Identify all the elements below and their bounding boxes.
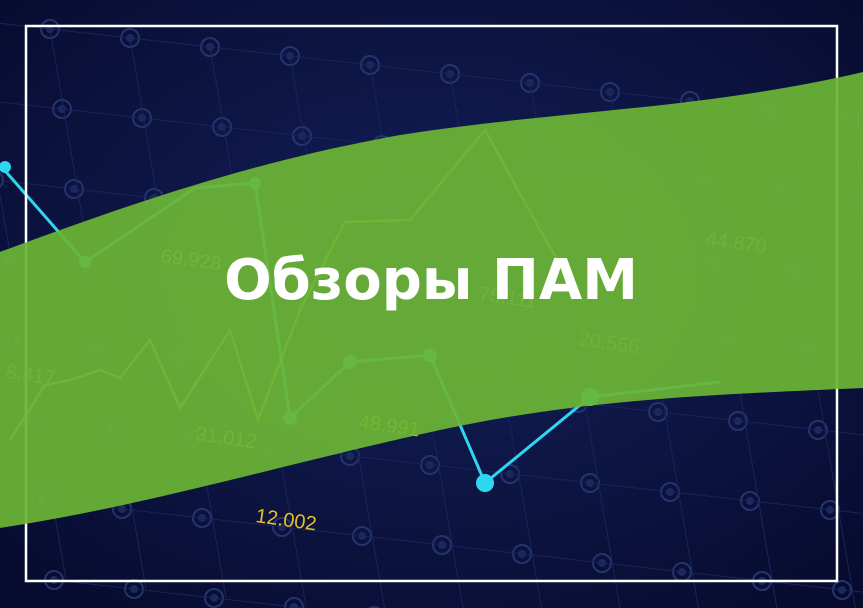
grid-dot bbox=[200, 37, 220, 57]
point bbox=[476, 474, 494, 492]
grid-dot bbox=[120, 28, 140, 48]
grid-dot bbox=[272, 517, 292, 537]
grid-dot bbox=[0, 172, 4, 188]
green-wave bbox=[0, 72, 863, 528]
grid-dot bbox=[728, 411, 748, 431]
grid-dot bbox=[592, 553, 612, 573]
grid-line bbox=[53, 579, 308, 608]
grid-dot bbox=[360, 55, 380, 75]
title: Обзоры ПАМ bbox=[224, 248, 638, 313]
grid-dot bbox=[600, 82, 620, 102]
grid-dot bbox=[284, 597, 304, 608]
grid-dot bbox=[520, 73, 540, 93]
grid-dot bbox=[512, 544, 532, 564]
grid-dot bbox=[368, 606, 380, 608]
grid-dot bbox=[64, 179, 84, 199]
grid-dot bbox=[192, 508, 212, 528]
grid-dot bbox=[204, 588, 224, 608]
grid-dot bbox=[648, 402, 668, 422]
grid-dot bbox=[440, 64, 460, 84]
grid-line bbox=[41, 499, 863, 593]
grid-dot bbox=[832, 580, 852, 600]
grid-dot bbox=[808, 420, 828, 440]
grid-dot bbox=[40, 19, 60, 39]
point bbox=[0, 161, 11, 173]
grid-dot bbox=[432, 535, 452, 555]
grid-dot bbox=[280, 46, 300, 66]
grid-dot bbox=[352, 526, 372, 546]
